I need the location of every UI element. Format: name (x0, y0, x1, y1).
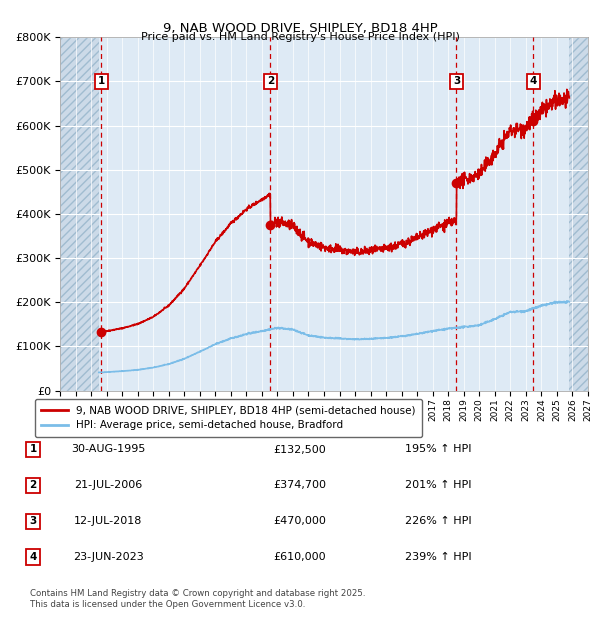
Text: 1: 1 (98, 76, 105, 86)
Legend: 9, NAB WOOD DRIVE, SHIPLEY, BD18 4HP (semi-detached house), HPI: Average price, : 9, NAB WOOD DRIVE, SHIPLEY, BD18 4HP (se… (35, 399, 422, 436)
Bar (569, 37, 588, 391)
Text: 239% ↑ HPI: 239% ↑ HPI (404, 552, 472, 562)
Text: 9, NAB WOOD DRIVE, SHIPLEY, BD18 4HP: 9, NAB WOOD DRIVE, SHIPLEY, BD18 4HP (163, 22, 437, 35)
Text: 21-JUL-2006: 21-JUL-2006 (74, 480, 142, 490)
Bar (60, 37, 99, 391)
Text: 12-JUL-2018: 12-JUL-2018 (74, 516, 142, 526)
Text: 3: 3 (453, 76, 460, 86)
Text: Contains HM Land Registry data © Crown copyright and database right 2025.
This d: Contains HM Land Registry data © Crown c… (30, 590, 365, 609)
Text: £610,000: £610,000 (274, 552, 326, 562)
Text: 23-JUN-2023: 23-JUN-2023 (73, 552, 143, 562)
Text: 30-AUG-1995: 30-AUG-1995 (71, 445, 145, 454)
Text: £132,500: £132,500 (274, 445, 326, 454)
Text: 4: 4 (29, 552, 37, 562)
Text: 2: 2 (267, 76, 274, 86)
Text: 226% ↑ HPI: 226% ↑ HPI (404, 516, 472, 526)
Text: 3: 3 (29, 516, 37, 526)
Text: £374,700: £374,700 (274, 480, 326, 490)
Text: £470,000: £470,000 (274, 516, 326, 526)
Text: 4: 4 (530, 76, 537, 86)
Text: 195% ↑ HPI: 195% ↑ HPI (405, 445, 471, 454)
Text: 201% ↑ HPI: 201% ↑ HPI (405, 480, 471, 490)
Text: Price paid vs. HM Land Registry's House Price Index (HPI): Price paid vs. HM Land Registry's House … (140, 32, 460, 42)
Text: 2: 2 (29, 480, 37, 490)
Text: 1: 1 (29, 445, 37, 454)
